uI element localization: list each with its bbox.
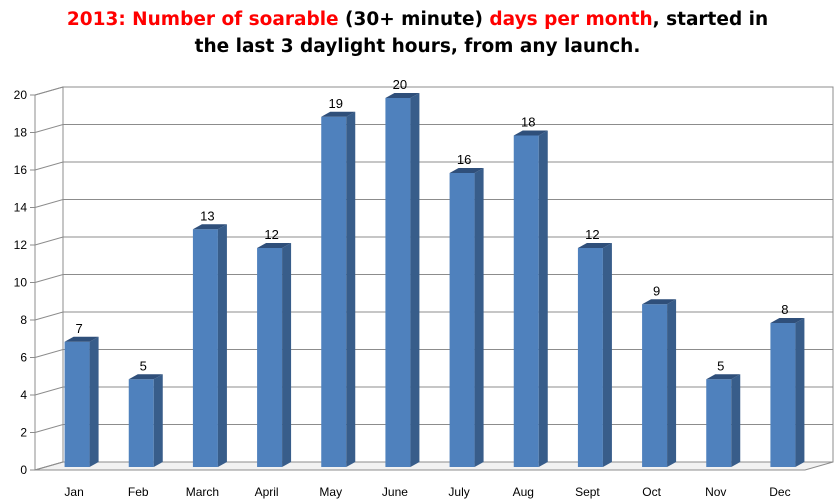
gridline bbox=[34, 236, 833, 246]
gridline bbox=[34, 349, 833, 358]
data-label: 16 bbox=[457, 152, 471, 167]
y-tick-label: 2 bbox=[20, 426, 27, 440]
x-tick-label: Dec bbox=[769, 485, 790, 499]
x-tick-label: Sept bbox=[575, 485, 600, 499]
gridline bbox=[34, 461, 833, 471]
title-part-soarable: Number of soarable bbox=[132, 9, 339, 30]
chart-title-line1: 2013: Number of soarable (30+ minute) da… bbox=[0, 6, 835, 33]
bar-top-april bbox=[257, 243, 292, 248]
bar-side-april bbox=[282, 243, 292, 467]
bar-oct bbox=[642, 304, 668, 467]
data-label: 8 bbox=[781, 302, 788, 317]
x-tick-label: April bbox=[255, 485, 279, 499]
data-label: 5 bbox=[717, 358, 724, 373]
gridline bbox=[34, 161, 833, 171]
bar-april bbox=[257, 248, 283, 467]
gridline bbox=[34, 424, 833, 433]
bar-top-july bbox=[449, 168, 484, 173]
y-tick-label: 20 bbox=[14, 88, 28, 102]
data-label: 5 bbox=[140, 358, 147, 373]
y-tick-label: 18 bbox=[14, 126, 28, 140]
bar-dec bbox=[770, 323, 796, 467]
y-tick-label: 0 bbox=[20, 463, 27, 477]
gridline bbox=[34, 124, 833, 133]
bar-jan bbox=[64, 341, 90, 467]
data-label: 7 bbox=[75, 321, 82, 336]
x-tick-label: Nov bbox=[705, 485, 726, 499]
bar-top-aug bbox=[513, 130, 548, 136]
bar-top-dec bbox=[770, 318, 805, 323]
bar-sept bbox=[577, 248, 603, 467]
bar-side-feb bbox=[153, 374, 163, 467]
bar-may bbox=[321, 116, 347, 467]
data-label: 13 bbox=[200, 208, 214, 223]
bar-top-jan bbox=[64, 336, 99, 342]
bar-side-aug bbox=[538, 130, 548, 467]
gridline bbox=[34, 86, 833, 96]
data-label: 12 bbox=[585, 227, 599, 242]
bar-top-oct bbox=[642, 299, 677, 305]
bar-top-may bbox=[321, 111, 356, 117]
bar-july bbox=[449, 173, 475, 467]
x-tick-label: Jan bbox=[64, 485, 83, 499]
gridline bbox=[34, 199, 833, 208]
x-tick-label: Oct bbox=[642, 485, 661, 499]
bar-top-sept bbox=[577, 243, 612, 248]
bar-aug bbox=[513, 135, 539, 467]
x-tick-label: May bbox=[319, 485, 342, 499]
bar-march bbox=[192, 229, 218, 467]
gridline bbox=[34, 311, 833, 321]
y-tick-label: 6 bbox=[20, 351, 27, 365]
x-tick-label: Aug bbox=[513, 485, 534, 499]
bar-top-feb bbox=[128, 374, 163, 380]
title-part-started: , started in bbox=[652, 9, 769, 30]
chart-title-line2: the last 3 daylight hours, from any laun… bbox=[194, 36, 641, 57]
bar-side-june bbox=[410, 93, 420, 467]
bar-side-sept bbox=[602, 243, 612, 467]
title-part-duration: (30+ minute) bbox=[338, 9, 490, 30]
bar-feb bbox=[128, 379, 154, 467]
bar-top-june bbox=[385, 93, 420, 98]
y-tick-label: 16 bbox=[14, 163, 28, 177]
bar-side-may bbox=[346, 111, 356, 467]
chart-title: 2013: Number of soarable (30+ minute) da… bbox=[0, 6, 835, 60]
bar-nov bbox=[706, 379, 732, 467]
data-label: 12 bbox=[264, 227, 278, 242]
bar-side-july bbox=[474, 168, 484, 467]
title-part-days: days per month bbox=[489, 9, 653, 30]
y-tick-label: 8 bbox=[20, 313, 27, 327]
bar-side-nov bbox=[731, 374, 741, 467]
gridline bbox=[34, 386, 833, 396]
bar-side-oct bbox=[667, 299, 677, 467]
bar-side-dec bbox=[795, 318, 805, 467]
data-label: 9 bbox=[653, 283, 660, 298]
y-tick-label: 10 bbox=[14, 276, 28, 290]
bar-top-nov bbox=[706, 374, 741, 380]
data-label: 20 bbox=[393, 77, 407, 92]
data-label: 18 bbox=[521, 115, 535, 130]
bar-june bbox=[385, 98, 411, 467]
y-tick-label: 12 bbox=[14, 238, 28, 252]
gridline bbox=[34, 274, 833, 283]
y-tick-label: 4 bbox=[20, 388, 27, 402]
x-tick-label: Feb bbox=[128, 485, 149, 499]
bar-side-jan bbox=[89, 336, 99, 467]
x-tick-label: July bbox=[448, 485, 469, 499]
bar-side-march bbox=[217, 224, 227, 467]
bar-top-march bbox=[192, 224, 227, 230]
x-tick-label: March bbox=[186, 485, 219, 499]
x-tick-label: June bbox=[382, 485, 408, 499]
y-tick-label: 14 bbox=[14, 201, 28, 215]
data-label: 19 bbox=[329, 96, 343, 111]
title-part-year: 2013: bbox=[66, 9, 133, 30]
